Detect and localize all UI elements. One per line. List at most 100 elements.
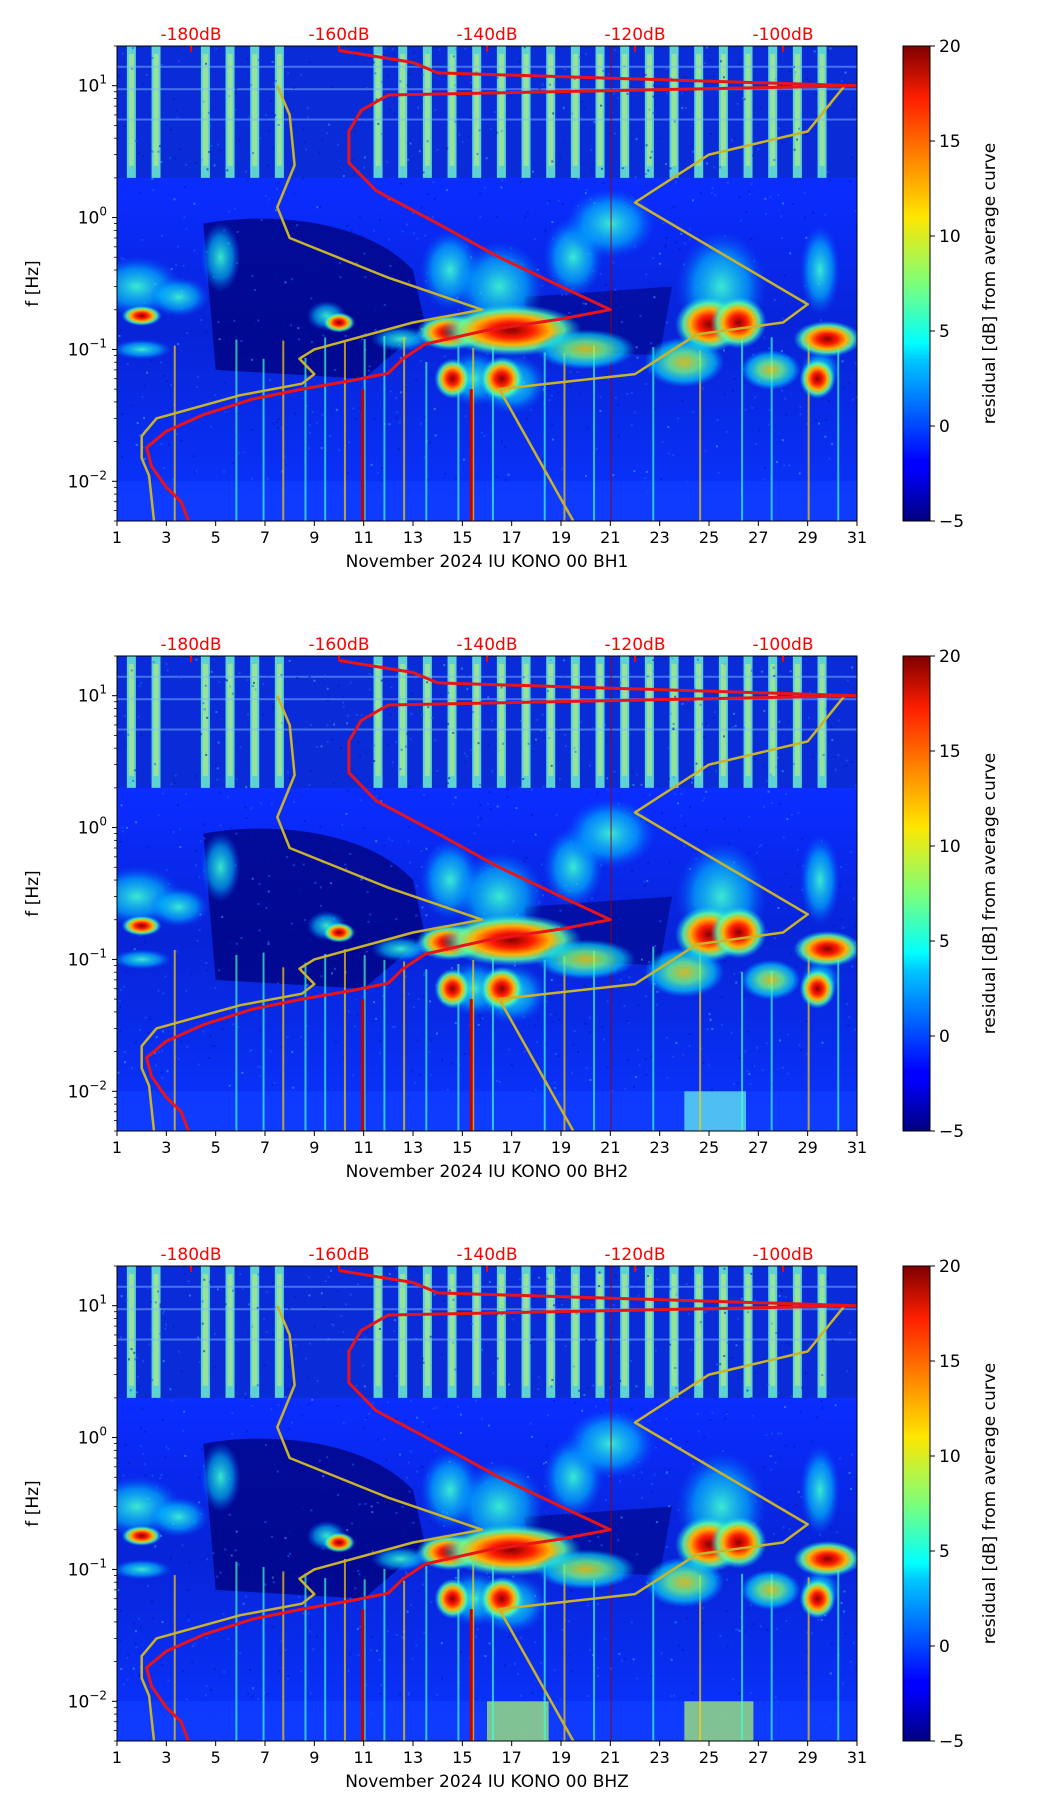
speckle [598,1271,601,1274]
speckle [326,700,329,703]
day-stripe [449,664,455,776]
speckle [557,1018,560,1021]
speckle [465,674,468,677]
speckle [569,385,572,388]
speckle [438,48,441,51]
speckle [309,424,312,427]
speckle [737,1692,740,1695]
speckle [235,778,238,781]
energy-hotspot [434,1578,471,1619]
day-stripe [252,664,258,776]
speckle [464,728,467,731]
speckle [413,51,416,54]
speckle [500,1313,503,1316]
colorbar-tick-label: 10 [939,837,961,857]
day-stripe [646,664,652,776]
speckle [768,408,771,411]
speckle [606,788,609,791]
speckle [705,46,708,49]
speckle [216,778,219,781]
speckle [120,1295,123,1298]
speckle [520,180,523,183]
top-db-label: -160dB [308,635,369,655]
speckle [291,1421,294,1424]
speckle [366,891,369,894]
speckle [409,1603,412,1606]
speckle [607,377,610,380]
speckle [302,128,305,131]
band-line [117,1338,857,1341]
speckle [330,1321,333,1324]
speckle [675,1387,678,1390]
speckle [131,1067,134,1070]
day-stripe [375,54,381,166]
speckle [455,48,458,51]
speckle [241,1071,244,1074]
speckle [311,266,314,269]
speckle [581,1409,584,1412]
speckle [491,719,494,722]
speckle [452,55,455,58]
y-tick-label: 101 [78,683,107,707]
transient-streak [652,347,655,521]
speckle [713,75,716,78]
day-stripe [597,664,603,776]
speckle [540,729,543,732]
speckle [149,1018,152,1021]
speckle [368,1412,371,1415]
speckle [564,745,567,748]
speckle [407,280,410,283]
speckle [224,410,227,413]
speckle [186,332,189,335]
speckle [142,1360,145,1363]
speckle [707,1064,710,1067]
speckle [119,1609,122,1612]
speckle [364,751,367,754]
speckle [187,1614,190,1617]
speckle [162,1310,165,1313]
speckle [203,1278,206,1281]
speckle [450,967,453,970]
speckle [550,979,553,982]
speckle [271,60,274,63]
speckle [568,1620,571,1623]
speckle [546,690,549,693]
speckle [419,359,422,362]
speckle [632,1085,635,1088]
speckle [201,1300,204,1303]
speckle [117,1577,120,1580]
speckle [730,1357,733,1360]
speckle [229,1009,232,1012]
speckle [665,91,668,94]
speckle [154,763,157,766]
speckle [468,1657,471,1660]
speckle [689,1349,692,1352]
speckle [327,1275,330,1278]
speckle [118,75,121,78]
speckle [445,1405,448,1408]
speckle [470,81,473,84]
speckle [223,1670,226,1673]
speckle [363,1385,366,1388]
speckle [224,1303,227,1306]
speckle [195,386,198,389]
speckle [737,1377,740,1380]
x-tick-label: 1 [112,528,122,547]
speckle [324,674,327,677]
transient-streak [324,1578,327,1741]
transient-streak [770,970,773,1131]
speckle [443,355,446,358]
speckle [635,1677,638,1680]
speckle [270,1535,273,1538]
speckle [270,1408,273,1411]
speckle [141,396,144,399]
x-tick-label: 29 [797,528,817,547]
speckle [612,1304,615,1307]
speckle [305,1613,308,1616]
speckle [630,1359,633,1362]
speckle [259,1066,262,1069]
speckle [852,398,855,401]
energy-hotspot [710,906,767,959]
